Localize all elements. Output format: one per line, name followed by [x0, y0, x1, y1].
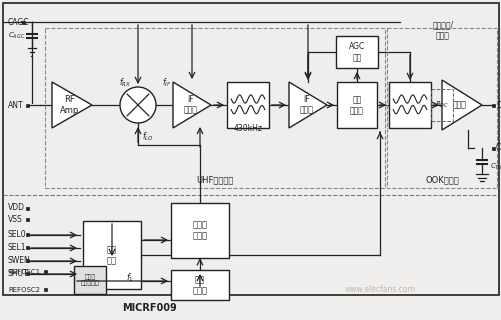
Text: CTH: CTH: [495, 143, 501, 153]
Bar: [226, 82, 269, 128]
Text: OOK解調器: OOK解調器: [424, 175, 458, 185]
Text: IF
放大器: IF 放大器: [299, 95, 313, 115]
Bar: [430, 89, 452, 121]
Text: DO: DO: [495, 100, 501, 109]
Bar: [491, 103, 494, 107]
Bar: [27, 260, 30, 262]
Text: IF
放大器: IF 放大器: [183, 95, 197, 115]
Bar: [45, 28, 384, 188]
Text: $C_{AGC}$: $C_{AGC}$: [8, 31, 25, 41]
Bar: [27, 273, 30, 276]
Circle shape: [120, 87, 156, 123]
Text: $R_{DC}$: $R_{DC}$: [434, 100, 448, 110]
Bar: [491, 147, 494, 149]
Text: $f_{RX}$: $f_{RX}$: [119, 77, 131, 89]
Text: SEL1: SEL1: [8, 244, 27, 252]
Bar: [171, 203, 228, 258]
Text: UHF下轉換器: UHF下轉換器: [196, 175, 233, 185]
Bar: [45, 270, 48, 274]
Text: 比較器: 比較器: [452, 100, 466, 109]
Bar: [23, 20, 26, 23]
Bar: [27, 246, 30, 250]
Text: 峰值
檢測器: 峰值 檢測器: [349, 95, 363, 115]
Text: $f_{IF}$: $f_{IF}$: [162, 77, 171, 89]
Text: 可編程
合成器: 可編程 合成器: [192, 220, 207, 240]
Bar: [171, 270, 228, 300]
Bar: [386, 28, 496, 188]
Text: www.elecfans.com: www.elecfans.com: [344, 285, 415, 294]
Bar: [335, 36, 377, 68]
Text: 430kHz: 430kHz: [233, 124, 262, 133]
Text: 閾值電容/
電阻器: 閾值電容/ 電阻器: [431, 20, 453, 40]
Polygon shape: [52, 82, 92, 128]
Bar: [74, 266, 106, 294]
Text: $C_{TH}$: $C_{TH}$: [489, 162, 501, 172]
Text: SWEN: SWEN: [8, 257, 31, 266]
Bar: [388, 82, 430, 128]
Text: 控制
邏輯: 控制 邏輯: [107, 245, 117, 265]
Bar: [336, 82, 376, 128]
Text: MICRF009: MICRF009: [122, 303, 177, 313]
Text: VDD: VDD: [8, 204, 25, 212]
Text: RF
Amp: RF Amp: [60, 95, 80, 115]
Bar: [83, 221, 141, 289]
Bar: [45, 289, 48, 292]
Bar: [27, 206, 30, 210]
Bar: [27, 219, 30, 221]
Text: ANT: ANT: [8, 100, 24, 109]
Text: REFOSC2: REFOSC2: [8, 287, 40, 293]
Text: $f_1$: $f_1$: [126, 272, 134, 284]
Text: CAGC: CAGC: [8, 18, 30, 27]
Text: REFOSC1: REFOSC1: [8, 269, 40, 275]
Text: 參考
振盪器: 參考 振盪器: [192, 275, 207, 295]
Polygon shape: [173, 82, 210, 128]
Polygon shape: [289, 82, 326, 128]
Text: 石英或
陶瓷諧振器: 石英或 陶瓷諧振器: [81, 274, 99, 286]
Text: SHUT: SHUT: [8, 269, 29, 278]
Text: AGC
控制: AGC 控制: [348, 42, 364, 62]
Text: VSS: VSS: [8, 215, 23, 225]
Polygon shape: [441, 80, 481, 130]
Bar: [27, 103, 30, 107]
Text: $f_{LO}$: $f_{LO}$: [142, 131, 153, 143]
Text: SEL0: SEL0: [8, 230, 27, 239]
Bar: [27, 234, 30, 236]
